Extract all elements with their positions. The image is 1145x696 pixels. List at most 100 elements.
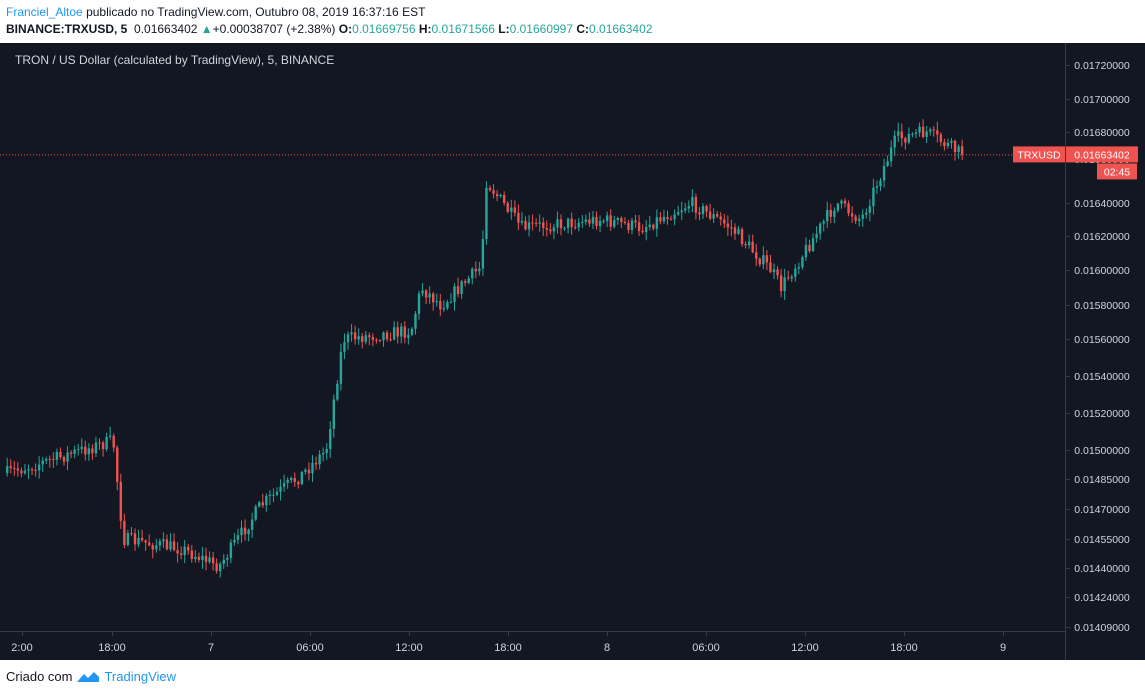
- candle-body: [755, 252, 758, 259]
- candle-body: [648, 224, 651, 228]
- candle-body: [279, 486, 282, 492]
- candle-body: [534, 223, 538, 225]
- candle-body: [314, 462, 318, 465]
- candle-body: [428, 293, 431, 298]
- candle-body: [364, 335, 367, 342]
- candle-body: [329, 428, 332, 450]
- candle-body: [268, 494, 272, 497]
- open-label: O:: [338, 22, 353, 36]
- candle-body: [513, 207, 517, 213]
- candle-body: [762, 255, 765, 265]
- created-with-label: Criado com: [6, 669, 73, 684]
- candle-body: [66, 452, 69, 462]
- candle-body: [460, 281, 463, 295]
- candle-body: [897, 131, 900, 136]
- candle-body: [98, 442, 101, 444]
- published-text: publicado no TradingView.com, Outubro 08…: [86, 5, 426, 19]
- candle-body: [222, 559, 225, 564]
- candle-body: [680, 210, 683, 213]
- candle-body: [332, 399, 335, 429]
- candle-body: [23, 470, 27, 474]
- candle-body: [960, 146, 964, 155]
- candle-body: [247, 529, 250, 535]
- candle-body: [939, 134, 943, 142]
- candle-body: [385, 332, 389, 340]
- candle-body: [9, 466, 12, 469]
- candle-body: [52, 459, 55, 461]
- candle-body: [197, 556, 201, 560]
- y-tick-label: 0.01500000: [1074, 445, 1130, 457]
- candle-body: [16, 468, 20, 471]
- candle-body: [165, 539, 169, 550]
- candle-body: [442, 308, 446, 310]
- candle-body: [371, 336, 375, 340]
- candle-body: [336, 383, 339, 400]
- tradingview-link[interactable]: TradingView: [104, 669, 177, 684]
- candle-body: [687, 206, 690, 209]
- candle-body: [474, 268, 477, 272]
- author-link[interactable]: Franciel_Altoe: [6, 5, 83, 19]
- candle-body: [858, 218, 861, 221]
- candle-body: [208, 557, 211, 562]
- candle-body: [69, 452, 73, 454]
- x-tick-label: 18:00: [890, 642, 918, 654]
- y-tick-label: 0.01620000: [1074, 231, 1130, 243]
- candle-body: [410, 328, 414, 335]
- candle-body: [850, 213, 854, 217]
- candle-body: [712, 214, 715, 219]
- low-label: L:: [498, 22, 510, 36]
- candle-body: [478, 268, 481, 272]
- candle-body: [481, 239, 485, 269]
- candle-body: [261, 502, 264, 506]
- candle-body: [382, 332, 385, 341]
- high-value: 0.01671566: [431, 22, 495, 36]
- candle-body: [506, 203, 509, 212]
- candle-body: [772, 269, 776, 273]
- candle-body: [620, 218, 623, 222]
- tradingview-logo-icon[interactable]: [76, 670, 100, 684]
- candlestick-chart[interactable]: TRON / US Dollar (calculated by TradingV…: [0, 43, 1145, 660]
- candle-body: [488, 187, 492, 191]
- candle-body: [701, 206, 705, 215]
- candle-body: [343, 342, 346, 352]
- current-price-value: 0.01663402: [1074, 149, 1130, 161]
- candle-body: [27, 469, 30, 471]
- candle-body: [311, 462, 314, 474]
- candle-body: [485, 187, 488, 240]
- candle-body: [790, 276, 793, 279]
- candle-body: [91, 448, 94, 454]
- chart-area[interactable]: TRON / US Dollar (calculated by TradingV…: [0, 43, 1145, 660]
- candle-body: [559, 219, 563, 229]
- candle-body: [240, 527, 243, 536]
- y-tick-label: 0.01540000: [1074, 371, 1130, 383]
- candle-body: [872, 187, 875, 207]
- candle-body: [829, 210, 832, 217]
- candle-body: [527, 222, 531, 230]
- candle-body: [204, 555, 208, 562]
- candle-body: [868, 206, 872, 213]
- candle-body: [293, 477, 296, 483]
- candle-body: [453, 286, 456, 302]
- candle-body: [201, 555, 204, 560]
- candle-body: [623, 221, 627, 224]
- candle-body: [691, 197, 694, 207]
- candle-body: [726, 223, 730, 228]
- current-price-tag: [1066, 146, 1138, 163]
- y-tick-label: 0.01485000: [1074, 474, 1130, 486]
- candle-body: [591, 216, 595, 224]
- candle-body: [108, 435, 112, 437]
- candle-body: [893, 135, 896, 148]
- price-change: +0.00038707 (+2.38%): [212, 22, 336, 36]
- candle-body: [286, 479, 289, 484]
- candle-body: [684, 208, 687, 211]
- candle-body: [698, 212, 701, 215]
- candle-body: [30, 469, 34, 471]
- candle-body: [34, 469, 37, 471]
- candle-body: [258, 502, 261, 507]
- candle-body: [300, 471, 304, 485]
- candle-body: [641, 230, 644, 233]
- candle-body: [925, 131, 928, 137]
- candle-body: [236, 535, 240, 540]
- candle-body: [80, 446, 83, 450]
- candle-body: [797, 267, 801, 269]
